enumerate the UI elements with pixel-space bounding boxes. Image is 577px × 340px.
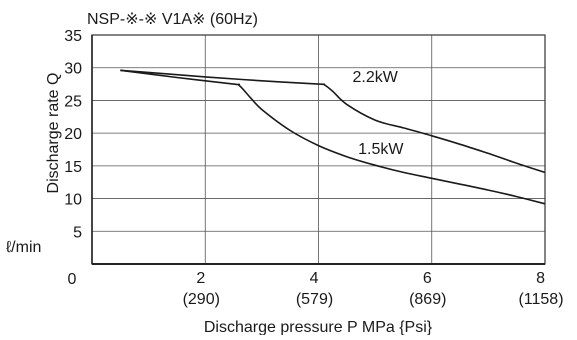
y-tick-label: 10	[64, 192, 82, 209]
axis-layer	[91, 34, 546, 265]
x-tick-label: 6	[423, 270, 432, 287]
y-tick-label: 15	[64, 159, 82, 176]
series-label-2-2kw: 2.2kW	[352, 69, 398, 86]
x-tick-label: 8	[536, 270, 545, 287]
x-tick-sublabel: (869)	[409, 291, 446, 308]
y-tick-label: 35	[64, 28, 82, 45]
y-tick-label: 30	[64, 61, 82, 78]
chart-title: NSP-※-※ V1A※ (60Hz)	[87, 11, 258, 28]
y-tick-label: 20	[64, 126, 82, 143]
x-tick-sublabel: (1158)	[518, 291, 563, 308]
x-origin-label: 0	[68, 271, 77, 288]
series-layer	[120, 69, 546, 205]
x-tick-sublabel: (290)	[183, 291, 220, 308]
x-axis-title: Discharge pressure P MPa {Psi}	[204, 319, 433, 335]
series-line-1-5kw	[120, 69, 546, 205]
x-tick-label: 4	[310, 270, 319, 287]
x-tick-label: 2	[196, 270, 205, 287]
series-line-2-2kw	[120, 69, 546, 174]
x-tick-sublabel: (579)	[296, 291, 333, 308]
y-tick-label: 5	[73, 224, 82, 241]
series-label-1-5kw: 1.5kW	[358, 141, 404, 158]
label-layer: 5 10 15 20 25 30 35 2 (290) 4 (579) 6 (869) 8 (1158) 0 2…	[64, 28, 563, 308]
y-axis-title: Discharge rate Q	[45, 73, 62, 194]
y-tick-label: 25	[64, 93, 82, 110]
y-axis-unit: ℓ/min	[6, 239, 41, 256]
